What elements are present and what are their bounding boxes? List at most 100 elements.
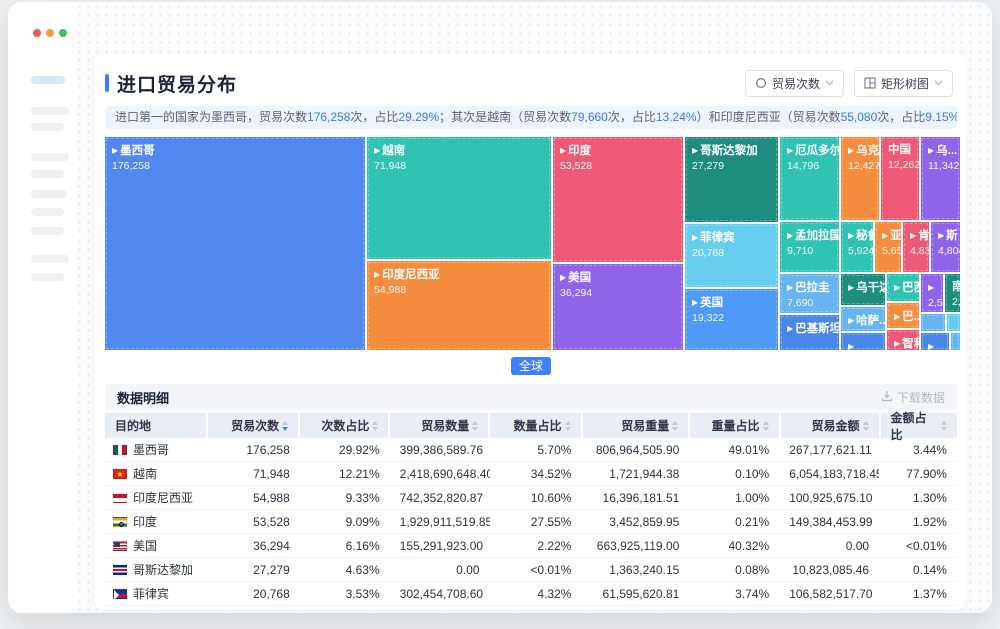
sidebar-item[interactable] <box>31 208 64 216</box>
treemap-cell[interactable] <box>947 314 960 331</box>
sidebar-item[interactable] <box>31 170 64 178</box>
treemap-cell-斯[interactable]: ▶斯4,804 <box>931 222 960 272</box>
value-cell: 3.44% <box>912 442 947 457</box>
us-flag-icon <box>113 540 127 551</box>
treemap-cell-巴西[interactable]: ▶巴西 <box>887 274 919 301</box>
breadcrumb-global[interactable]: 全球 <box>510 357 551 375</box>
column-header-贸易次数[interactable]: 贸易次数 <box>207 413 299 438</box>
download-data-button[interactable]: 下载数据 <box>881 389 945 406</box>
table-row-哥斯达黎加[interactable]: 哥斯达黎加 27,279 4.63% 0.00 <0.01% 1,363,240.15 0.… <box>105 558 957 582</box>
value-cell: 1,721,944.38 <box>609 466 680 481</box>
treemap-cell-智利[interactable]: ▶智利 <box>887 330 919 350</box>
destination-cell: 菲律宾 <box>105 585 208 602</box>
treemap-cell-亚[interactable]: ▶亚5,650 <box>875 222 901 272</box>
metric-selector[interactable]: 贸易次数 <box>744 69 844 97</box>
value-cell: 36,294 <box>253 538 290 553</box>
treemap: ▶ 墨西哥 176,258 ▶ 越南 71,948 ▶ 印度尼西亚 54,988 ▶ 印度 53,52… <box>105 137 960 350</box>
treemap-cell-孟加拉国[interactable]: ▶ 孟加拉国 9,710 <box>780 222 839 272</box>
main-area: 进口贸易分布 贸易次数 <box>75 2 992 613</box>
destination-cell: 哥斯达黎加 <box>105 561 208 578</box>
treemap-cell-乌...[interactable]: ▶ 乌... 11,342 <box>921 137 960 220</box>
sidebar-item[interactable] <box>31 273 64 281</box>
column-header-贸易金额[interactable]: 贸易金额 <box>780 413 879 438</box>
sidebar-item[interactable] <box>31 227 64 235</box>
value-cell: 6.16% <box>345 538 380 553</box>
download-icon <box>881 390 893 405</box>
table-row-菲律宾[interactable]: 菲律宾 20,768 3.53% 302,454,708.60 4.32% 61,595,… <box>105 582 957 606</box>
table-row-墨西哥[interactable]: 墨西哥 176,258 29.92% 399,386,589.76 5.70% 806,9… <box>105 438 957 462</box>
chevron-down-icon <box>825 80 834 86</box>
sort-icon <box>282 420 289 431</box>
value-cell: 806,964,505.90 <box>595 442 680 457</box>
title-accent-bar <box>105 74 109 92</box>
value-cell: 77.90% <box>906 466 947 481</box>
sort-icon <box>862 420 869 431</box>
sidebar-item[interactable] <box>31 190 67 198</box>
table-row-印度尼西亚[interactable]: 印度尼西亚 54,988 9.33% 742,352,820.87 10.60% 16,3… <box>105 486 957 510</box>
ph-flag-icon <box>113 588 127 600</box>
value-cell: 20,768 <box>253 586 290 601</box>
table-row-越南[interactable]: ★ 越南 71,948 12.21% 2,418,690,648.40 34.52% 1,7… <box>105 462 957 486</box>
column-header-金额占比[interactable]: 金额占比 <box>880 411 958 442</box>
treemap-cell-墨西哥[interactable]: ▶ 墨西哥 176,258 <box>105 137 365 350</box>
sort-icon <box>472 420 479 431</box>
treemap-cell-厄瓜多尔[interactable]: ▶ 厄瓜多尔 14,796 <box>780 137 839 220</box>
treemap-cell-巴拉圭[interactable]: ▶ 巴拉圭 7,690 <box>780 274 839 313</box>
treemap-cell-巴基斯坦[interactable]: ▶ 巴基斯坦 <box>780 315 839 350</box>
treemap-cell[interactable]: ▶ <box>841 333 885 350</box>
value-cell: 106,582,517.70 <box>789 586 873 601</box>
treemap-cell-越南[interactable]: ▶ 越南 71,948 <box>367 137 551 259</box>
treemap-cell-菲律宾[interactable]: ▶ 菲律宾 20,768 <box>685 224 778 287</box>
sidebar <box>8 2 75 613</box>
value-cell: 0.21% <box>735 514 770 529</box>
treemap-cell-印度尼西亚[interactable]: ▶ 印度尼西亚 54,988 <box>367 261 551 350</box>
trade-distribution-card: 进口贸易分布 贸易次数 <box>95 54 965 610</box>
treemap-cell-乌干达[interactable]: ▶ 乌干达 <box>841 274 885 305</box>
treemap-cell-肯[interactable]: ▶肯4,836 <box>903 222 929 272</box>
column-header-贸易重量[interactable]: 贸易重量 <box>582 413 689 438</box>
sidebar-item[interactable] <box>31 123 64 131</box>
sidebar-item[interactable] <box>31 107 69 115</box>
treemap-cell-南[interactable]: 南2,2 <box>945 274 960 312</box>
chart-type-selector[interactable]: 矩形树图 <box>853 69 953 97</box>
treemap-cell-巴...[interactable]: ▶巴... <box>887 303 919 328</box>
treemap-cell-哈萨...[interactable]: ▶哈萨... <box>841 307 885 331</box>
value-cell: 53,528 <box>253 514 290 529</box>
treemap-cell-哥斯达黎加[interactable]: ▶ 哥斯达黎加 27,279 <box>685 137 778 222</box>
value-cell: 267,177,621.11 <box>789 442 872 457</box>
treemap-cell-美国[interactable]: ▶ 美国 36,294 <box>553 264 683 350</box>
metric-selector-label: 贸易次数 <box>771 76 820 91</box>
column-header-贸易数量[interactable]: 贸易数量 <box>390 413 489 438</box>
window-controls <box>33 29 67 37</box>
column-header-重量占比[interactable]: 重量占比 <box>690 413 779 438</box>
value-cell: 302,454,708.60 <box>399 586 484 601</box>
treemap-cell-英国[interactable]: ▶ 英国 19,322 <box>685 289 778 350</box>
value-cell: 4.32% <box>537 586 572 601</box>
sidebar-item-active[interactable] <box>31 76 65 84</box>
treemap-cell-印度[interactable]: ▶ 印度 53,528 <box>553 137 683 262</box>
value-cell: 34.52% <box>530 466 572 481</box>
minimize-window-button[interactable] <box>46 29 54 37</box>
metric-icon <box>755 77 767 89</box>
treemap-cell[interactable] <box>921 314 945 331</box>
sort-icon <box>941 420 948 431</box>
column-header-数量占比[interactable]: 数量占比 <box>490 413 581 438</box>
value-cell: 1.37% <box>912 586 947 601</box>
treemap-cell[interactable]: ▶ <box>921 333 949 350</box>
treemap-cell[interactable]: ▶ 2,5 <box>921 274 943 312</box>
sidebar-item[interactable] <box>31 153 69 161</box>
treemap-cell-中国[interactable]: 中国 12,262 <box>881 137 919 220</box>
value-cell: 29.92% <box>338 442 380 457</box>
vn-flag-icon: ★ <box>113 468 127 479</box>
column-header-次数占比[interactable]: 次数占比 <box>300 413 389 438</box>
value-cell: 1,363,240.15 <box>609 562 680 577</box>
table-row-印度[interactable]: 印度 53,528 9.09% 1,929,911,519.85 27.55% 3,452… <box>105 510 957 534</box>
close-window-button[interactable] <box>33 29 41 37</box>
treemap-cell-秘鲁[interactable]: ▶秘鲁5,924 <box>841 222 873 272</box>
value-cell: 3,452,859.95 <box>609 514 680 529</box>
table-row-美国[interactable]: 美国 36,294 6.16% 155,291,923.00 2.22% 663,925,… <box>105 534 957 558</box>
zoom-window-button[interactable] <box>59 29 67 37</box>
treemap-cell[interactable] <box>951 333 960 350</box>
sidebar-item[interactable] <box>31 255 69 263</box>
treemap-cell-乌克兰[interactable]: ▶乌克兰12,427 <box>841 137 879 220</box>
